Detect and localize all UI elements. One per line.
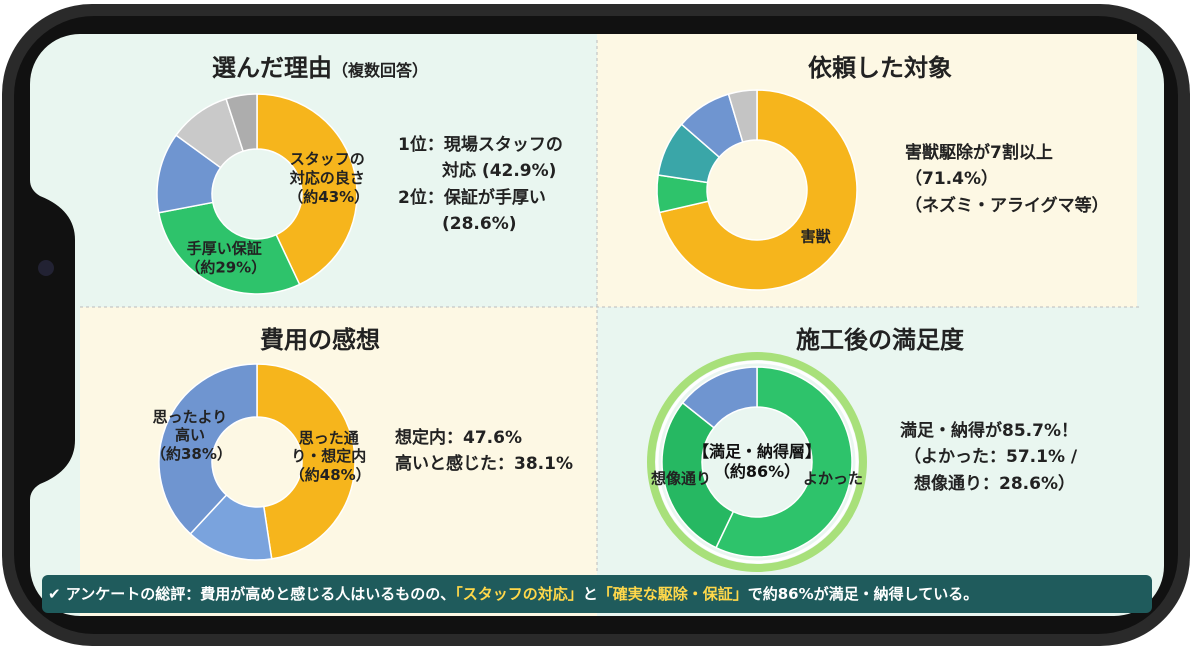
summary-text: と [582, 585, 598, 603]
category-label: 想像通り [650, 470, 711, 489]
camera [38, 260, 54, 276]
chart-title: 依頼した対象 [808, 48, 952, 83]
annotation-line: 想定内：47.6% [395, 428, 522, 448]
chart-title: 選んだ理由（複数回答） [212, 48, 428, 83]
annotation-line: 想像通り：28.6%） [914, 473, 1075, 494]
annotation-line: 害獣駆除が7割以上 [905, 143, 1053, 163]
annotation-line: 満足・納得が85.7%！ [900, 421, 1078, 441]
annotation-line: （ネズミ・アライグマ等） [905, 195, 1109, 216]
summary-text: アンケートの総評：費用が高めと感じる人はいるものの、 [65, 585, 456, 603]
annotation-line: 対応 (42.9%) [442, 161, 557, 182]
chart-title: 費用の感想 [260, 320, 380, 355]
value-label: （約29%） [185, 258, 267, 277]
annotation-line: （よかった：57.1% / [904, 447, 1078, 468]
notch [30, 110, 75, 500]
summary-highlight: 「スタッフの対応」 [455, 585, 583, 603]
annotation-line: 高いと感じた：38.1% [395, 454, 573, 475]
segment-label: 害獣 [801, 227, 831, 246]
annotation: 想定内：47.6% 高いと感じた：38.1% [395, 425, 573, 478]
summary: ✔ アンケートの総評：費用が高めと感じる人はいるものの、「スタッフの対応」と「確… [48, 585, 979, 603]
ring [647, 352, 867, 572]
annotation: 1位：現場スタッフの対応 (42.9%) 2位：保証が手厚い (28.6%) [398, 132, 563, 237]
donut-segment [661, 401, 735, 549]
category-label: スタッフの対応の良さ [289, 150, 365, 187]
annotation-line: (28.6%) [442, 214, 517, 235]
value-label: （約38%） [150, 445, 232, 464]
summary-text: で約86%が満足・納得している。 [747, 585, 979, 603]
category-label: 害獣 [800, 227, 831, 246]
value-label: （約48%） [289, 465, 371, 484]
title-text: 施工後の満足度 [796, 326, 964, 354]
donut-segment [158, 363, 258, 535]
subtitle: （複数回答） [331, 61, 429, 80]
summary-highlight: 「確実な駆除・保証」 [597, 585, 748, 603]
annotation: 害獣駆除が7割以上 （71.4%） （ネズミ・アライグマ等） [905, 140, 1109, 219]
category-label: 思ったより高い [152, 407, 228, 445]
donut-segment [715, 366, 853, 558]
category-label: よかった [803, 469, 864, 488]
segment-label: 思った通り・想定内 （約48%） [289, 428, 371, 484]
title-text: 依頼した対象 [808, 54, 952, 82]
category-label: 思った通り・想定内 [291, 428, 367, 466]
segment-label: スタッフの対応の良さ （約43%） [288, 150, 370, 206]
title-text: 選んだ理由 [211, 54, 332, 82]
donut-segment [256, 93, 358, 286]
summary-bar [42, 575, 1152, 613]
annotation-line: （71.4%） [905, 169, 998, 190]
segment-label: 手厚い保証 （約29%） [185, 239, 267, 277]
donut-segment [256, 363, 356, 560]
title-text: 費用の感想 [260, 326, 380, 354]
segment-label: 想像通り [651, 470, 711, 489]
annotation: 満足・納得が85.7%！ （よかった：57.1% / 想像通り：28.6%） [900, 418, 1078, 497]
category-label: 手厚い保証 [186, 239, 262, 258]
ring [655, 360, 859, 564]
annotation-line: 2位：保証が手厚い [398, 187, 546, 208]
annotation-line: 1位：現場スタッフの [398, 135, 563, 155]
donut-segment [681, 366, 758, 429]
value-label: （約43%） [288, 187, 370, 206]
donut-segment [727, 89, 758, 144]
donut-segment [157, 201, 301, 295]
chart-title: 施工後の満足度 [796, 320, 964, 355]
center-label: 【満足・納得層】 （約86%） [693, 442, 821, 482]
donut-segment [225, 93, 258, 153]
center-label-line: （約86%） [713, 462, 801, 481]
segment-label: よかった [803, 470, 863, 489]
segment-label: 思ったより高い （約38%） [150, 407, 232, 464]
donut-segment [658, 89, 858, 291]
center-label-line: 【満足・納得層】 [692, 442, 822, 461]
